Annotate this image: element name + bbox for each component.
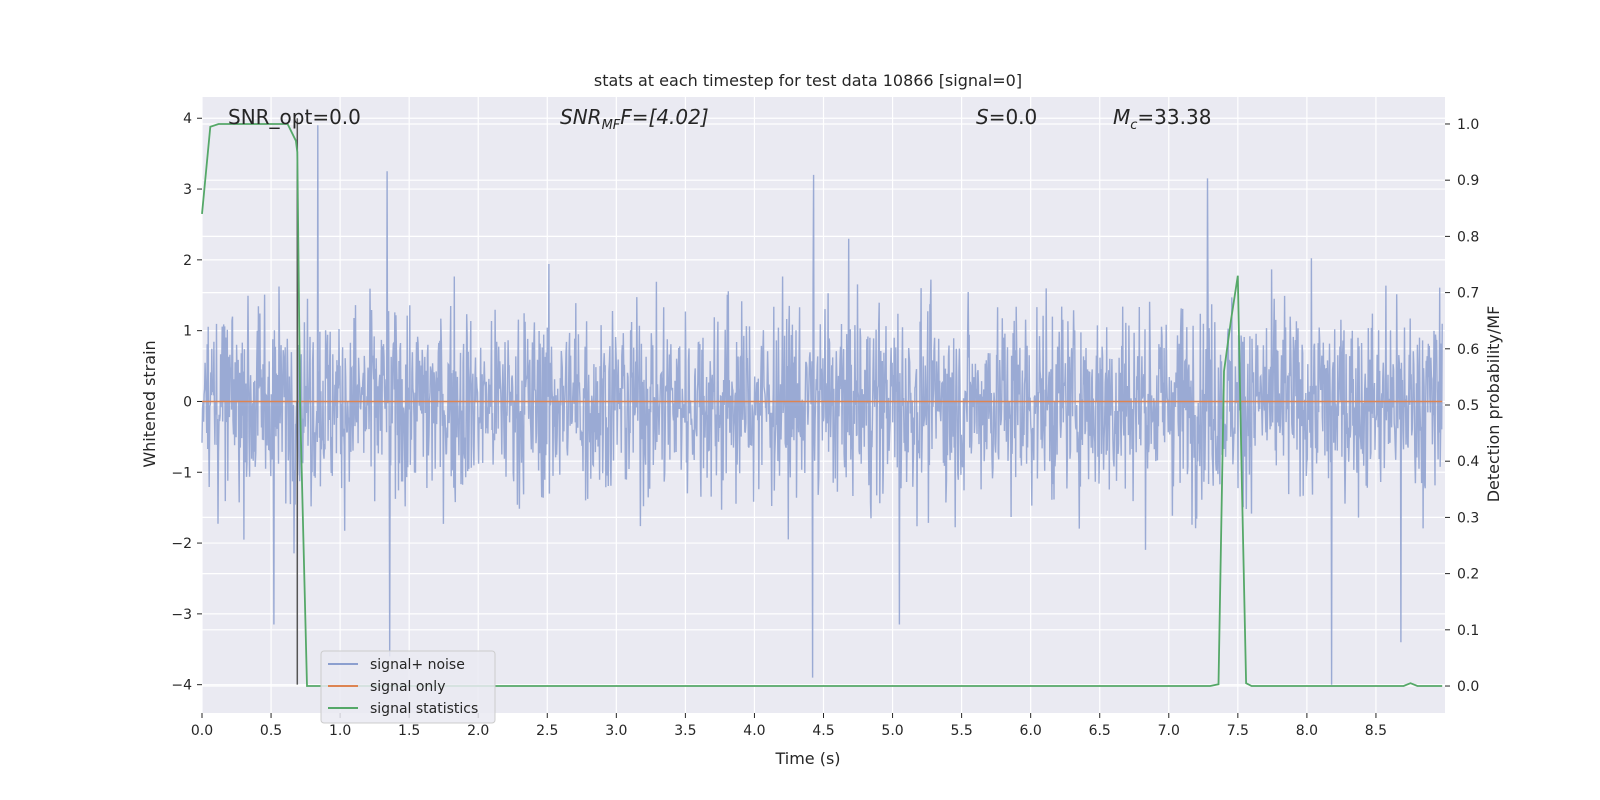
annotation-snr-mf-main: SNR — [560, 105, 602, 129]
series-signal-noise-path — [201, 125, 1443, 685]
x-tick-label-16: 8.0 — [1296, 723, 1318, 739]
legend-box — [320, 650, 496, 724]
yr-tick-label-9: 0.9 — [1457, 173, 1479, 189]
annotation-snr-mf-rest: F=[4.02] — [620, 105, 708, 129]
yl-tick-label-1: −3 — [171, 607, 192, 623]
annotation-snr-mf: SNRMFF=[4.02] — [560, 105, 709, 133]
x-tick-label-15: 7.5 — [1227, 723, 1249, 739]
annotation-mc-main: M — [1113, 105, 1130, 129]
series-signal-noise — [201, 125, 1443, 685]
annotation-mc-rest: =33.38 — [1137, 105, 1211, 129]
annotation-mc: Mc=33.38 — [1113, 105, 1211, 133]
x-tick-label-2: 1.0 — [329, 723, 351, 739]
x-tick-label-14: 7.0 — [1158, 723, 1180, 739]
x-tick-label-0: 0.0 — [191, 723, 213, 739]
yl-tick-label-3: −1 — [171, 465, 192, 481]
yr-tick-label-6: 0.6 — [1457, 342, 1479, 358]
x-tick-label-12: 6.0 — [1020, 723, 1042, 739]
annotation-s-main: S — [976, 105, 989, 129]
x-tick-label-5: 2.5 — [536, 723, 558, 739]
yr-tick-label-10: 1.0 — [1457, 117, 1479, 133]
x-tick-label-11: 5.5 — [950, 723, 972, 739]
y-axis-right-label: Detection probability/MF — [1484, 306, 1503, 503]
yl-tick-label-2: −2 — [171, 536, 192, 552]
y-axis-left-label: Whitened strain — [140, 340, 159, 467]
x-tick-label-8: 4.0 — [743, 723, 765, 739]
x-axis-ticks: 0.0 0.5 1.0 1.5 2.0 2.5 3.0 3.5 4.0 4.5 5.0 5.5 6.0 6… — [191, 713, 1387, 739]
annotation-snr-mf-sub: MF — [602, 118, 621, 133]
yr-tick-label-3: 0.3 — [1457, 510, 1479, 526]
x-tick-label-6: 3.0 — [605, 723, 627, 739]
legend-label-signal-only: signal only — [370, 679, 445, 695]
x-tick-label-9: 4.5 — [812, 723, 834, 739]
x-axis-label: Time (s) — [774, 749, 840, 768]
yr-tick-label-1: 0.1 — [1457, 623, 1479, 639]
yr-tick-label-7: 0.7 — [1457, 286, 1479, 302]
series-signal-statistics — [201, 123, 1443, 687]
annotation-s: S=0.0 — [976, 105, 1037, 129]
yl-tick-label-4: 0 — [183, 394, 192, 410]
yr-tick-label-0: 0.0 — [1457, 679, 1479, 695]
annotation-snr-opt: SNR_opt=0.0 — [228, 105, 361, 129]
x-tick-label-17: 8.5 — [1365, 723, 1387, 739]
legend-label-signal-statistics: signal statistics — [370, 701, 478, 717]
x-tick-label-4: 2.0 — [467, 723, 489, 739]
x-tick-label-10: 5.0 — [881, 723, 903, 739]
yr-tick-label-2: 0.2 — [1457, 567, 1479, 583]
yl-tick-label-8: 4 — [183, 111, 192, 127]
yl-tick-label-0: −4 — [171, 678, 192, 694]
annotation-s-rest: =0.0 — [989, 105, 1038, 129]
legend-label-signal-noise: signal+ noise — [370, 657, 465, 673]
chart-title: stats at each timestep for test data 108… — [594, 71, 1022, 90]
x-tick-label-1: 0.5 — [260, 723, 282, 739]
yl-tick-label-5: 1 — [183, 324, 192, 340]
yl-tick-label-7: 3 — [183, 182, 192, 198]
legend: signal+ noise signal only signal statist… — [320, 650, 496, 724]
y-axis-left-ticks: −4 −3 −2 −1 0 1 2 3 4 — [171, 111, 202, 694]
annotation-mc-sub: c — [1130, 118, 1137, 133]
x-tick-label-3: 1.5 — [398, 723, 420, 739]
yr-tick-label-5: 0.5 — [1457, 398, 1479, 414]
yl-tick-label-6: 2 — [183, 253, 192, 269]
y-axis-right-ticks: 0.0 0.1 0.2 0.3 0.4 0.5 0.6 0.7 0.8 0.9 1.0 — [1445, 117, 1479, 695]
x-tick-label-13: 6.5 — [1089, 723, 1111, 739]
yr-tick-label-8: 0.8 — [1457, 229, 1479, 245]
x-tick-label-7: 3.5 — [674, 723, 696, 739]
yr-tick-label-4: 0.4 — [1457, 454, 1479, 470]
